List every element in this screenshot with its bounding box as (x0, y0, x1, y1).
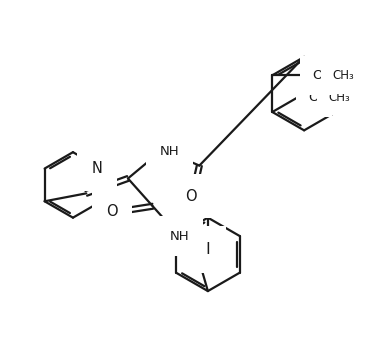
Text: O: O (313, 69, 323, 82)
Text: N: N (92, 161, 103, 176)
Text: CH₃: CH₃ (329, 91, 351, 104)
Text: O: O (106, 204, 118, 219)
Text: CH₃: CH₃ (333, 69, 354, 82)
Text: NH: NH (170, 230, 189, 243)
Text: I: I (205, 242, 210, 257)
Text: O: O (185, 189, 196, 204)
Text: NH: NH (160, 145, 179, 158)
Text: O: O (309, 91, 319, 104)
